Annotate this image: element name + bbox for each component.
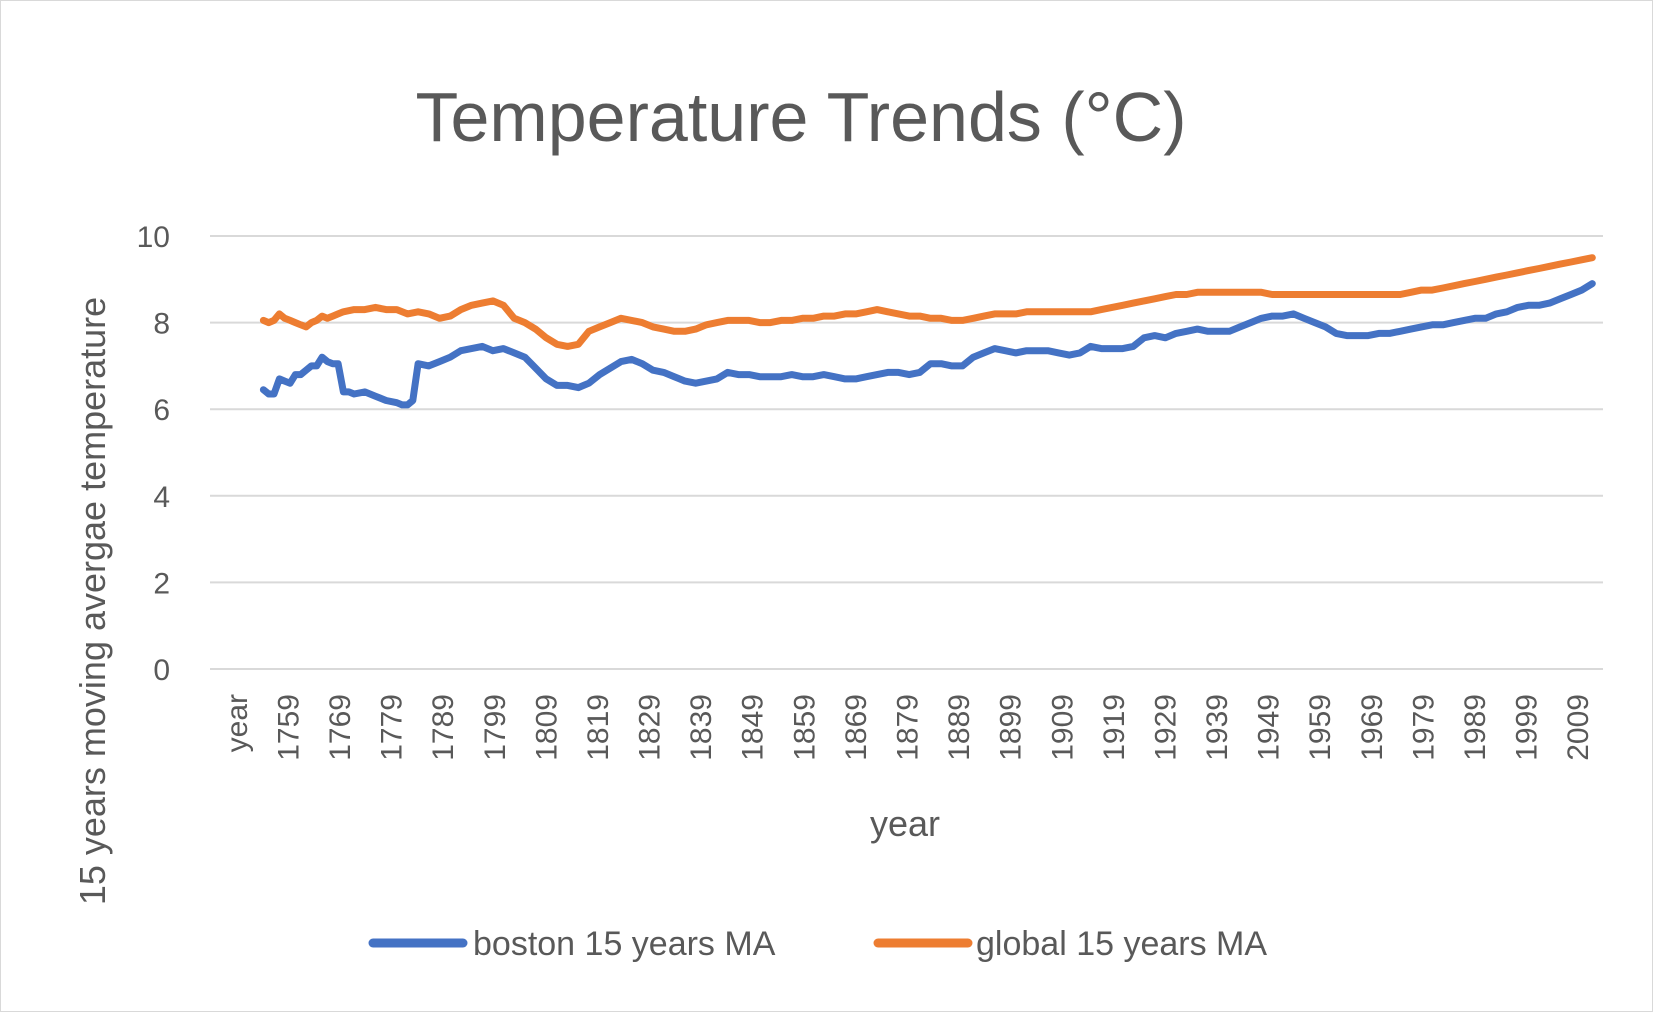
x-tick-label: 1989 <box>1459 694 1492 761</box>
series-lines <box>259 254 1596 409</box>
x-axis-title: year <box>870 803 940 844</box>
x-tick-label: 2009 <box>1562 694 1595 761</box>
x-tick-label: 1789 <box>427 694 460 761</box>
x-tick-label: 1879 <box>892 694 925 761</box>
y-tick-label: 2 <box>153 567 170 600</box>
x-tick-label: 1969 <box>1356 694 1389 761</box>
x-tick-label: 1859 <box>788 694 821 761</box>
legend-label-global: global 15 years MA <box>976 925 1267 963</box>
x-tick-label: 1819 <box>582 694 615 761</box>
x-tick-label: 1829 <box>634 694 667 761</box>
x-tick-label: 1759 <box>272 694 305 761</box>
x-tick-label: year <box>221 694 254 752</box>
x-tick-label: 1929 <box>1149 694 1182 761</box>
x-tick-label: 1959 <box>1304 694 1337 761</box>
x-tick-label: 1909 <box>1046 694 1079 761</box>
x-tick-label: 1919 <box>1098 694 1131 761</box>
chart-title: Temperature Trends (°C) <box>415 78 1186 156</box>
gridlines <box>210 235 1603 670</box>
y-tick-label: 8 <box>153 308 170 341</box>
y-axis-ticks: 0 2 4 6 8 10 <box>137 221 170 687</box>
series-line-boston <box>259 280 1596 409</box>
x-tick-label: 1799 <box>479 694 512 761</box>
x-tick-label: 1849 <box>737 694 770 761</box>
y-tick-label: 4 <box>153 481 170 514</box>
x-tick-label: 1949 <box>1253 694 1286 761</box>
x-tick-label: 1839 <box>685 694 718 761</box>
x-tick-label: 1779 <box>376 694 409 761</box>
x-tick-label: 1809 <box>530 694 563 761</box>
y-axis-title: 15 years moving avergae temperature <box>72 297 113 905</box>
legend: boston 15 years MA global 15 years MA <box>368 925 1267 963</box>
x-tick-label: 1889 <box>943 694 976 761</box>
y-tick-label: 6 <box>153 394 170 427</box>
series-line-global <box>259 254 1596 350</box>
legend-label-boston: boston 15 years MA <box>473 925 776 963</box>
x-tick-label: 1769 <box>324 694 357 761</box>
y-tick-label: 10 <box>137 221 170 254</box>
x-tick-label: 1999 <box>1511 694 1544 761</box>
x-axis-ticks: year 1759 1769 1779 1789 1799 1809 1819 1829 1839… <box>221 694 1595 761</box>
x-tick-label: 1869 <box>840 694 873 761</box>
x-tick-label: 1899 <box>995 694 1028 761</box>
y-tick-label: 0 <box>153 654 170 687</box>
x-tick-label: 1939 <box>1201 694 1234 761</box>
x-tick-label: 1979 <box>1407 694 1440 761</box>
